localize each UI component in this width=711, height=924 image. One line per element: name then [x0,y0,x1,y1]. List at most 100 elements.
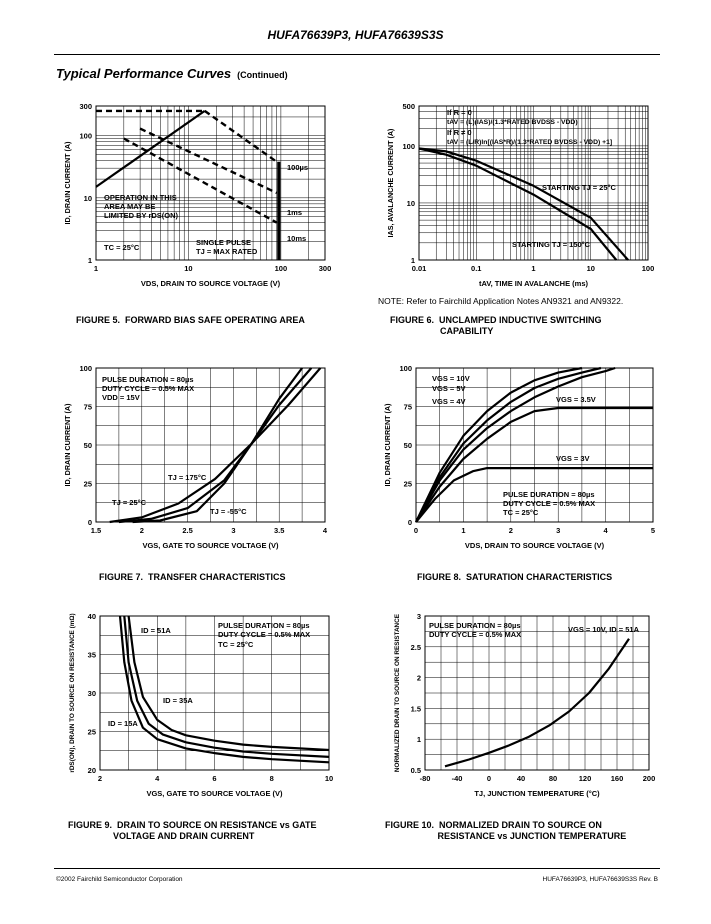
annotation-label: TJ = 175°C [168,473,207,482]
x-tick-label: -80 [420,774,431,783]
plot-frame [418,105,649,261]
series-line [444,638,630,768]
y-tick-label: 100 [402,142,415,151]
y-tick-label: 1 [411,256,415,265]
x-tick-label: 0.01 [412,264,427,273]
annotation-label: VGS = 10V, ID = 51A [568,625,640,634]
x-tick-label: 10 [325,774,333,783]
annotation-label: 100µs [287,163,308,172]
y-axis-label: ID, DRAIN CURRENT (A) [383,403,392,487]
x-tick-label: 100 [642,264,655,273]
y-tick-label: 1 [88,256,92,265]
x-axis-label: VDS, DRAIN TO SOURCE VOLTAGE (V) [465,541,605,550]
y-axis-label: NORMALIZED DRAIN TO SOURCE ON RESISTANCE [394,613,401,772]
chart-fig5-safe-operating-area: 1 10 100 300 1 10 100 300 VDS, DRAIN TO SOURCE V… [63,102,332,288]
series-line [132,367,303,524]
series-line [109,367,322,524]
annotation-label: DUTY CYCLE = 0.5% MAX [503,499,595,508]
annotation-label: VGS = 10V [432,374,470,383]
plot-frame [95,367,326,523]
x-tick-label: 200 [643,774,656,783]
y-tick-label: 25 [88,728,96,737]
figure-8-caption: FIGURE 8. SATURATION CHARACTERISTICS [417,572,613,582]
chart-fig7-transfer-characteristics: 1.5 2 2.5 3 3.5 4 0 25 50 75 100 VGS, GATE TO SOURC… [63,364,328,550]
series-line [415,366,602,523]
x-tick-label: 4 [323,526,328,535]
x-axis-label: VDS, DRAIN TO SOURCE VOLTAGE (V) [141,279,281,288]
x-tick-label: 8 [270,774,274,783]
y-axis-label: rDS(ON), DRAIN TO SOURCE ON RESISTANCE (… [69,613,76,772]
series-line [123,137,278,224]
x-tick-label: 100 [275,264,288,273]
x-tick-label: 2 [140,526,144,535]
x-axis-label: TJ, JUNCTION TEMPERATURE (°C) [474,789,600,798]
x-tick-label: 1 [531,264,535,273]
y-axis-label: ID, DRAIN CURRENT (A) [63,403,72,487]
x-tick-label: 1 [461,526,465,535]
annotation-label: ID = 35A [163,696,193,705]
annotation-label: TJ = 25°C [112,498,147,507]
y-tick-label: 0.5 [411,766,421,775]
x-tick-label: 80 [549,774,557,783]
annotation-label: tAV = (L/R)ln[(IAS*R)/(1.3*RATED BVDSS -… [447,139,612,146]
y-tick-label: 1.5 [411,704,421,713]
series-line [139,127,278,194]
y-tick-label: 20 [88,766,96,775]
annotation-label: PULSE DURATION = 80µs [429,621,521,630]
y-tick-label: 75 [84,403,92,412]
y-tick-label: 500 [402,102,415,111]
annotation-label: VGS = 3.5V [556,395,596,404]
x-axis-label: VGS, GATE TO SOURCE VOLTAGE (V) [142,541,279,550]
annotation-label: DUTY CYCLE = 0.5% MAX [218,630,310,639]
annotation-label: TJ = -55°C [210,507,247,516]
series-line [95,109,206,188]
series-line [418,147,618,261]
series-line [204,109,278,163]
y-tick-label: 100 [399,364,412,373]
y-tick-label: 35 [88,651,96,660]
annotation-label: 10ms [287,234,306,243]
plot-frame [95,105,326,261]
annotation-label: TC = 25°C [104,243,140,252]
annotation-label: TC = 25°C [503,508,539,517]
figure-6-caption: FIGURE 6. UNCLAMPED INDUCTIVE SWITCHING … [390,315,602,336]
series-line [415,466,653,523]
annotation-label: VGS = 3V [556,454,590,463]
x-tick-label: 3 [556,526,560,535]
annotation-label: STARTING TJ = 25°C [542,183,616,192]
chart-fig9-on-resistance-vs-vgs: 2 4 6 8 10 20 25 30 35 40 VGS, GATE TO SOURCE VOLT… [69,612,333,798]
y-tick-label: 100 [79,364,92,373]
figure-5-caption: FIGURE 5. FORWARD BIAS SAFE OPERATING AR… [76,315,305,325]
section-continued: (Continued) [237,70,288,80]
y-tick-label: 0 [88,518,92,527]
x-tick-label: 300 [319,264,332,273]
y-tick-label: 10 [407,199,415,208]
x-tick-label: 120 [579,774,592,783]
annotation-label: If R ≠ 0 [447,128,472,137]
y-tick-label: 30 [88,689,96,698]
x-tick-label: 3 [231,526,235,535]
y-tick-label: 10 [84,194,92,203]
figure-9-caption: FIGURE 9. DRAIN TO SOURCE ON RESISTANCE … [68,820,317,841]
section-title-text: Typical Performance Curves [56,66,232,81]
x-tick-label: 6 [212,774,216,783]
annotation-label: 1ms [287,208,302,217]
y-tick-label: 1 [417,735,421,744]
plot-frame [415,367,654,523]
y-tick-label: 300 [79,102,92,111]
x-tick-label: 160 [611,774,624,783]
x-tick-label: 40 [517,774,525,783]
x-tick-label: 0.1 [471,264,481,273]
document-header: HUFA76639P3, HUFA76639S3S [267,28,444,42]
x-axis-label: tAV, TIME IN AVALANCHE (ms) [479,279,589,288]
annotation-label: tAV = (L)(IAS)/(1.3*RATED BVDSS - VDD) [447,119,578,126]
x-tick-label: 1.5 [91,526,101,535]
annotation-label: ID = 51A [141,626,171,635]
x-tick-label: 0 [414,526,418,535]
y-tick-label: 25 [84,480,92,489]
application-note: NOTE: Refer to Fairchild Application Not… [378,296,624,306]
x-tick-label: 10 [587,264,595,273]
footer-part-revision: HUFA76639P3, HUFA76639S3S Rev. B [542,876,659,883]
x-tick-label: 4 [155,774,160,783]
y-axis-label: IAS, AVALANCHE CURRENT (A) [386,128,395,237]
